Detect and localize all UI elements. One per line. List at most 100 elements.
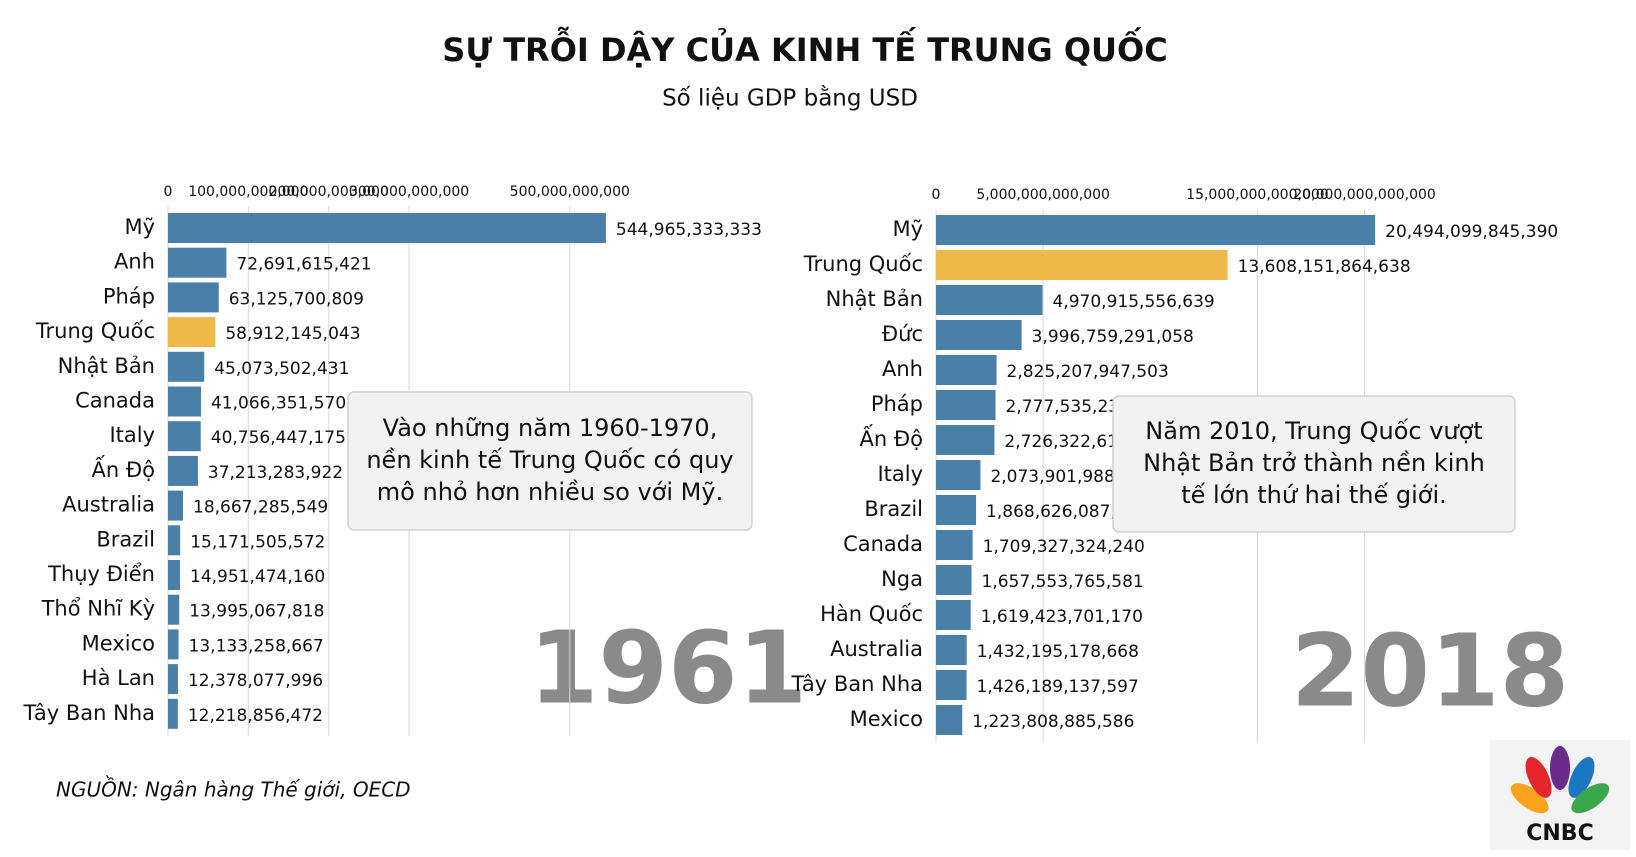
- bar-chart: 2018 0 5,000,000,000,000 15,000,000,000,000…: [791, 187, 1569, 743]
- category-label: Ấn Độ: [92, 455, 155, 482]
- logo-feather: [1525, 757, 1552, 798]
- logo-feather: [1568, 757, 1595, 798]
- bar: [168, 594, 180, 625]
- x-tick-label: 20,000,000,000,000: [1293, 187, 1436, 203]
- bar: [168, 351, 205, 382]
- annotation-text: Năm 2010, Trung Quốc vượt: [1145, 417, 1482, 445]
- category-label: Đức: [882, 322, 923, 346]
- bar: [936, 390, 996, 420]
- category-label: Tây Ban Nha: [23, 701, 156, 725]
- bar: [168, 386, 201, 417]
- category-label: Pháp: [871, 392, 923, 416]
- value-label: 1,619,423,701,170: [981, 607, 1143, 627]
- year-label: 1961: [529, 609, 807, 726]
- category-label: Mỹ: [124, 215, 155, 239]
- category-label: Trung Quốc: [35, 319, 155, 343]
- bar: [936, 355, 997, 385]
- category-label: Hàn Quốc: [820, 602, 923, 626]
- value-label: 58,912,145,043: [225, 324, 360, 344]
- value-label: 1,223,808,885,586: [972, 712, 1134, 732]
- bar: [168, 213, 606, 243]
- category-label: Mexico: [82, 631, 155, 655]
- value-label: 2,073,901,988,288: [990, 467, 1152, 487]
- value-label: 4,970,915,556,639: [1053, 292, 1215, 312]
- category-label: Tây Ban Nha: [791, 672, 924, 696]
- bar: [168, 421, 201, 452]
- value-label: 40,756,447,175: [211, 428, 346, 448]
- x-tick-label: 300,000,000,000: [349, 184, 469, 200]
- category-label: Canada: [843, 532, 923, 556]
- category-label: Mỹ: [892, 217, 923, 241]
- category-label: Australia: [830, 637, 923, 661]
- category-label: Brazil: [96, 527, 155, 551]
- bar: [168, 455, 198, 486]
- category-label: Trung Quốc: [803, 252, 923, 276]
- value-label: 12,378,077,996: [188, 671, 323, 691]
- value-label: 37,213,283,922: [208, 463, 343, 483]
- annotation-box: [1112, 395, 1516, 533]
- year-label: 2018: [1291, 612, 1569, 729]
- category-label: Thổ Nhĩ Kỳ: [41, 597, 155, 621]
- bar: [936, 320, 1022, 350]
- bar: [936, 530, 973, 560]
- category-label: Ấn Độ: [860, 424, 923, 451]
- category-label: Canada: [75, 389, 155, 413]
- value-label: 41,066,351,570: [211, 394, 346, 414]
- bar: [936, 250, 1228, 280]
- bar: [168, 629, 179, 660]
- bar: [168, 282, 219, 313]
- x-tick-label: 500,000,000,000: [510, 184, 630, 200]
- annotation-text: Nhật Bản trở thành nền kinh: [1143, 449, 1485, 477]
- logo-feather: [1550, 746, 1570, 790]
- source: NGUỒN: Ngân hàng Thế giới, OECD: [56, 776, 411, 802]
- bar: [168, 490, 184, 521]
- category-label: Nga: [881, 567, 923, 591]
- bar: [936, 635, 967, 665]
- value-label: 1,657,553,765,581: [982, 572, 1144, 592]
- category-label: Italy: [109, 423, 155, 447]
- category-label: Mexico: [850, 707, 923, 731]
- bar: [936, 495, 977, 525]
- value-label: 1,709,327,324,240: [983, 537, 1145, 557]
- annotation-box: [347, 391, 753, 531]
- category-label: Anh: [114, 250, 155, 274]
- value-label: 20,494,099,845,390: [1385, 222, 1558, 242]
- x-tick-label: 15,000,000,000,000: [1186, 187, 1329, 203]
- value-label: 13,995,067,818: [189, 602, 324, 622]
- value-label: 2,825,207,947,503: [1007, 362, 1169, 382]
- value-label: 13,608,151,864,638: [1238, 257, 1411, 277]
- logo-feather: [1571, 783, 1610, 814]
- category-label: Hà Lan: [82, 666, 155, 690]
- value-label: 72,691,615,421: [236, 255, 371, 275]
- value-label: 15,171,505,572: [190, 532, 325, 552]
- category-label: Anh: [882, 357, 923, 381]
- value-label: 12,218,856,472: [188, 706, 323, 726]
- value-label: 13,133,258,667: [189, 636, 324, 656]
- x-tick-label: 200,000,000,000: [269, 184, 389, 200]
- category-label: Australia: [62, 493, 155, 517]
- bar: [168, 664, 178, 695]
- title: SỰ TRỖI DẬY CỦA KINH TẾ TRUNG QUỐC: [442, 26, 1167, 69]
- logo-feather: [1510, 783, 1549, 814]
- bar: [936, 285, 1043, 315]
- x-tick-label: 100,000,000,000: [188, 184, 308, 200]
- subtitle: Số liệu GDP bằng USD: [662, 85, 918, 112]
- annotation-text: nền kinh tế Trung Quốc có quy: [366, 446, 733, 474]
- bar: [168, 698, 178, 729]
- value-label: 3,996,759,291,058: [1032, 327, 1194, 347]
- value-label: 1,868,626,087,030: [986, 502, 1148, 522]
- value-label: 14,951,474,160: [190, 567, 325, 587]
- annotation-text: Vào những năm 1960-1970,: [383, 414, 718, 442]
- value-label: 1,426,189,137,597: [977, 677, 1139, 697]
- value-label: 45,073,502,431: [214, 359, 349, 379]
- annotation-text: mô nhỏ hơn nhiều so với Mỹ.: [377, 478, 723, 506]
- category-label: Pháp: [103, 284, 155, 308]
- value-label: 544,965,333,333: [616, 220, 762, 240]
- bar: [168, 317, 216, 348]
- category-label: Nhật Bản: [58, 354, 155, 378]
- value-label: 18,667,285,549: [193, 498, 328, 518]
- value-label: 1,432,195,178,668: [977, 642, 1139, 662]
- bar: [936, 705, 963, 735]
- bar: [936, 460, 981, 490]
